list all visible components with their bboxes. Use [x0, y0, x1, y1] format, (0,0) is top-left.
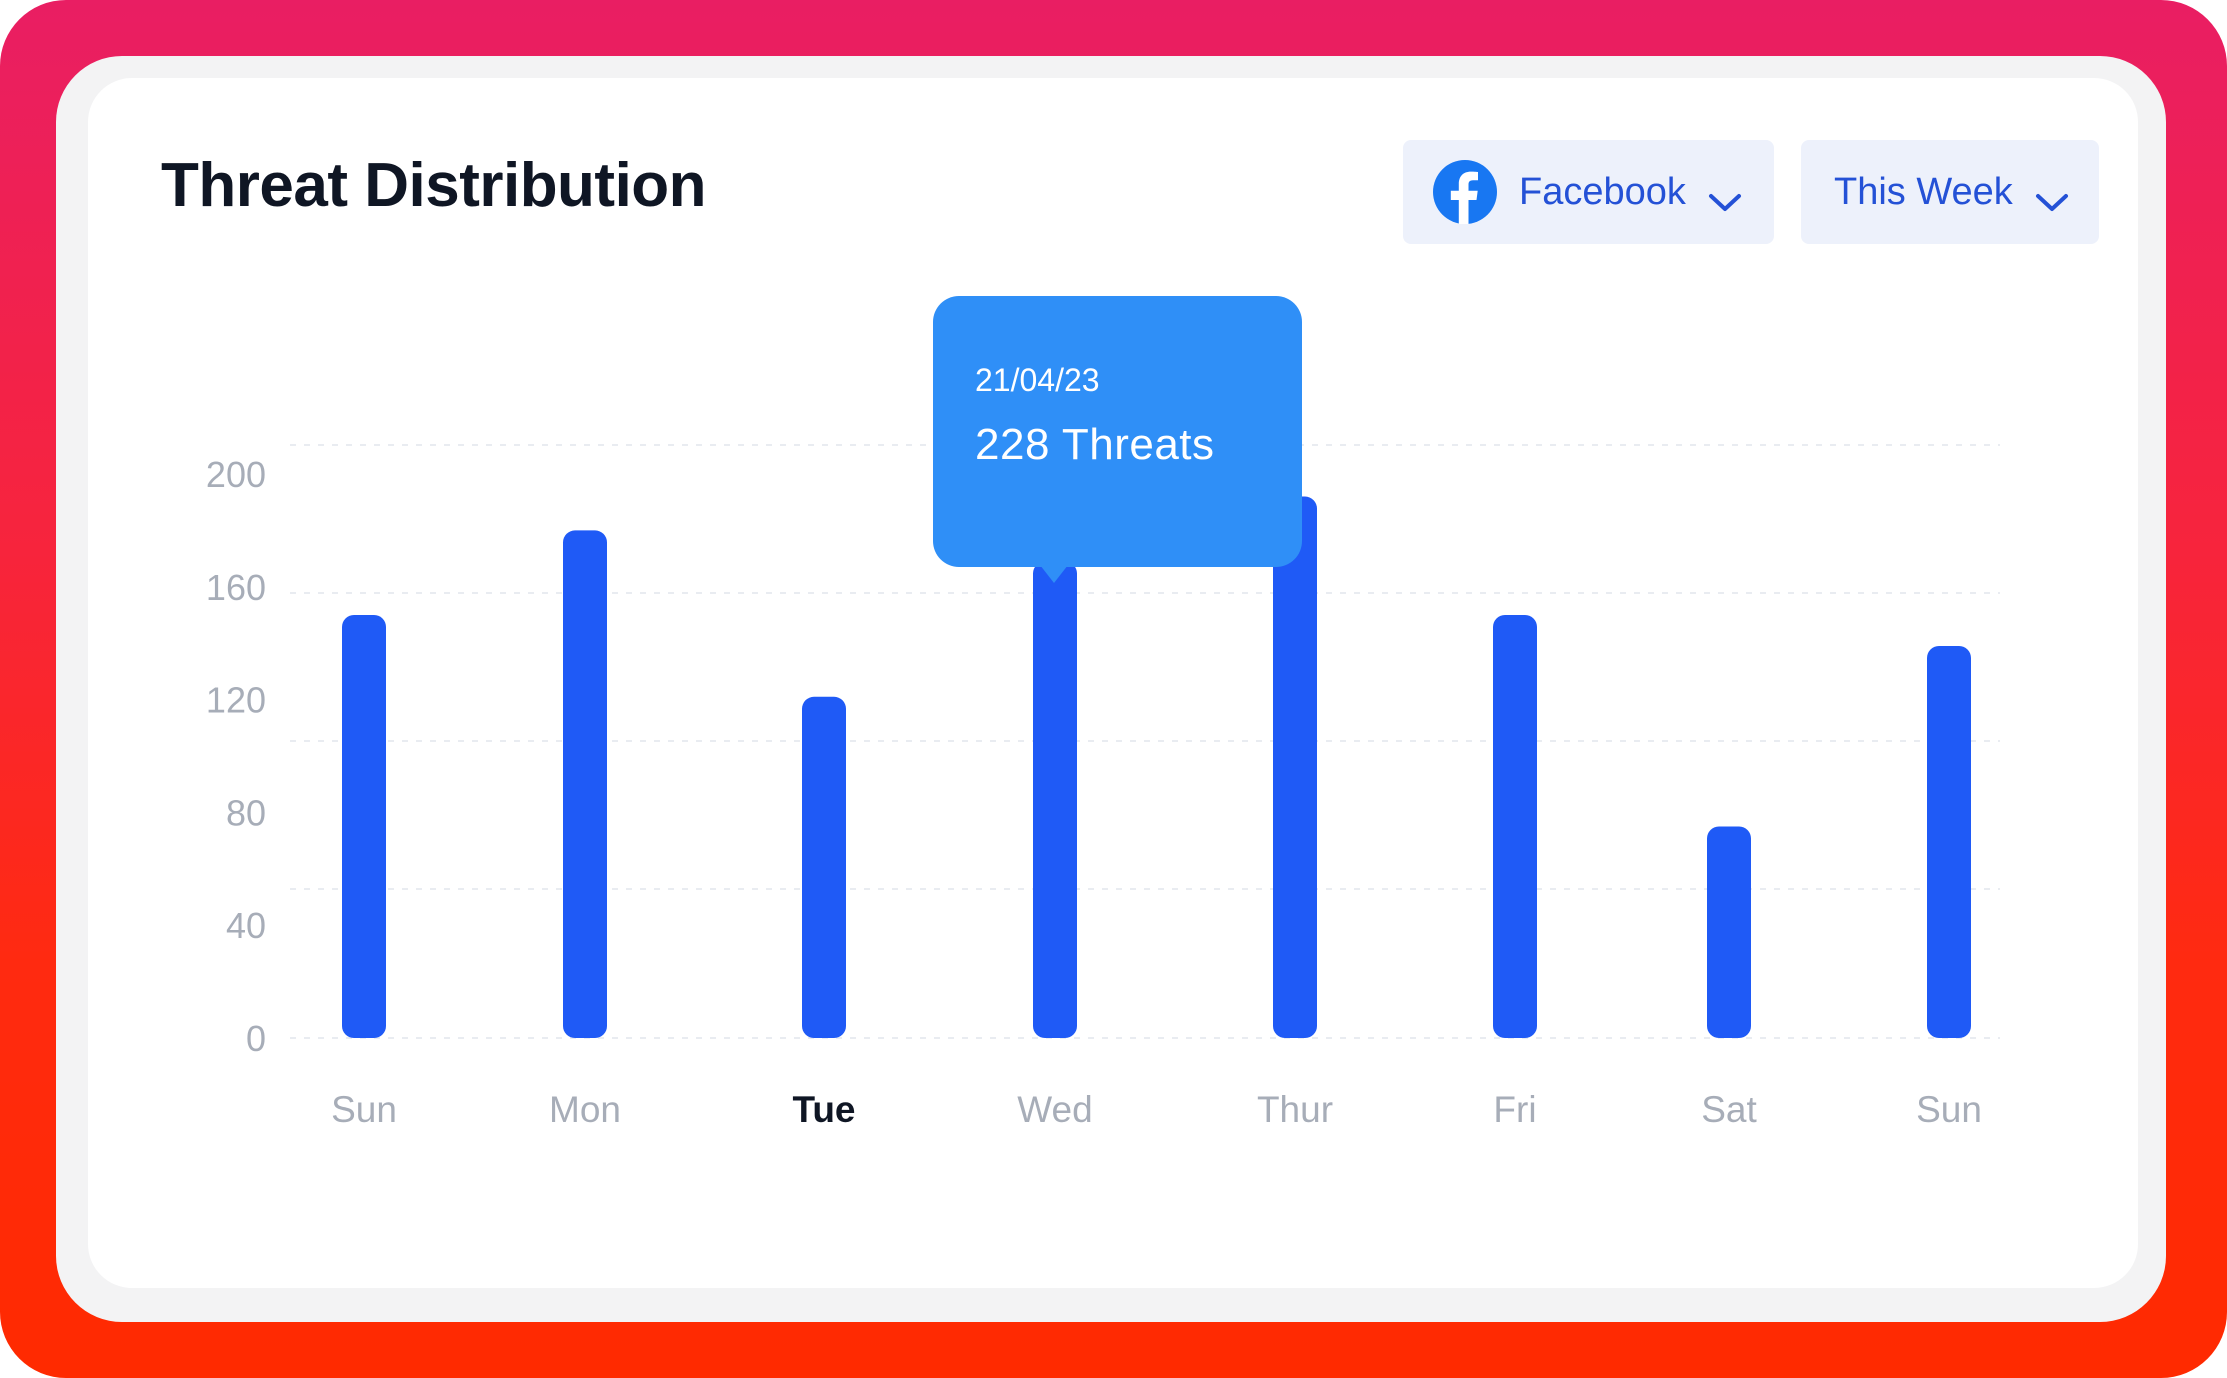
facebook-icon	[1433, 160, 1497, 224]
bar-mon-1[interactable]	[563, 530, 607, 1038]
bar-thur-4[interactable]	[1273, 496, 1317, 1038]
bar-fri-5[interactable]	[1493, 615, 1537, 1038]
bar-sun-7[interactable]	[1927, 646, 1971, 1038]
x-tick-label: Mon	[549, 1089, 621, 1130]
x-tick-label: Sun	[331, 1089, 397, 1130]
x-tick-label: Thur	[1257, 1089, 1333, 1130]
tooltip-date: 21/04/23	[975, 362, 1100, 398]
platform-dropdown-label: Facebook	[1519, 170, 1686, 213]
chevron-down-icon	[2035, 181, 2069, 211]
bar-wed-3[interactable]	[1033, 561, 1077, 1038]
y-tick-label: 120	[206, 680, 266, 721]
y-tick-label: 80	[226, 792, 266, 833]
y-tick-label: 40	[226, 905, 266, 946]
bar-tue-2[interactable]	[802, 696, 846, 1038]
y-tick-label: 0	[246, 1018, 266, 1059]
bar-sun-0[interactable]	[342, 615, 386, 1038]
x-tick-label: Sat	[1701, 1089, 1757, 1130]
tooltip-value: 228 Threats	[975, 420, 1215, 469]
y-tick-label: 160	[206, 567, 266, 608]
x-tick-label: Sun	[1916, 1089, 1982, 1130]
platform-dropdown[interactable]: Facebook	[1403, 140, 1774, 244]
x-tick-label: Tue	[792, 1089, 855, 1130]
chart-tooltip: 21/04/23 228 Threats	[933, 296, 1302, 567]
card-title: Threat Distribution	[161, 151, 707, 220]
chart-card	[88, 78, 2138, 1288]
period-dropdown-label: This Week	[1834, 170, 2013, 213]
chevron-down-icon	[1708, 181, 1742, 211]
x-tick-label: Fri	[1493, 1089, 1536, 1130]
tooltip-arrow	[1040, 565, 1068, 583]
x-tick-label: Wed	[1017, 1089, 1092, 1130]
bar-sat-6[interactable]	[1707, 826, 1751, 1039]
y-tick-label: 200	[206, 454, 266, 495]
period-dropdown[interactable]: This Week	[1801, 140, 2099, 244]
